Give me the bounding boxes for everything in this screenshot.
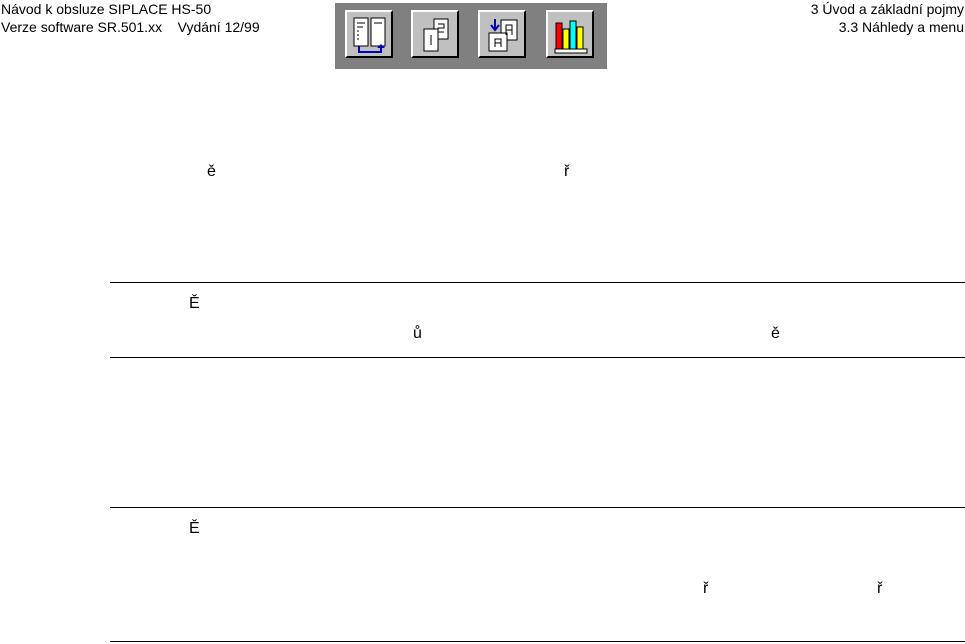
manual-title: Návod k obsluze SIPLACE HS-50 <box>1 1 212 17</box>
text-fragment: ř <box>877 580 883 597</box>
table-rule <box>110 507 965 508</box>
section-title: 3.3 Náhledy a menu <box>838 19 964 35</box>
chapter-title: 3 Úvod a základní pojmy <box>810 1 964 17</box>
text-fragment: ě <box>207 163 216 180</box>
table-rule <box>110 282 965 283</box>
text-fragment: ř <box>564 163 570 180</box>
text-fragment: ě <box>771 325 780 342</box>
table-of-contents-icon <box>353 17 386 53</box>
navigation-toolbar <box>335 3 607 69</box>
back-button[interactable] <box>478 10 526 58</box>
contents-button[interactable] <box>345 10 393 58</box>
pages-icon <box>423 18 449 52</box>
table-rule <box>110 357 965 358</box>
text-fragment: ř <box>703 580 709 597</box>
version-line: Verze software SR.501.xx Vydání 12/99 <box>1 19 260 35</box>
pages-button[interactable] <box>411 10 459 58</box>
back-to-page-icon <box>488 19 518 52</box>
text-fragment: Ě <box>189 295 200 312</box>
table-rule <box>110 641 965 642</box>
text-fragment: ů <box>413 325 422 342</box>
library-button[interactable] <box>546 10 594 58</box>
library-books-icon <box>554 20 588 54</box>
text-fragment: Ě <box>189 520 200 537</box>
